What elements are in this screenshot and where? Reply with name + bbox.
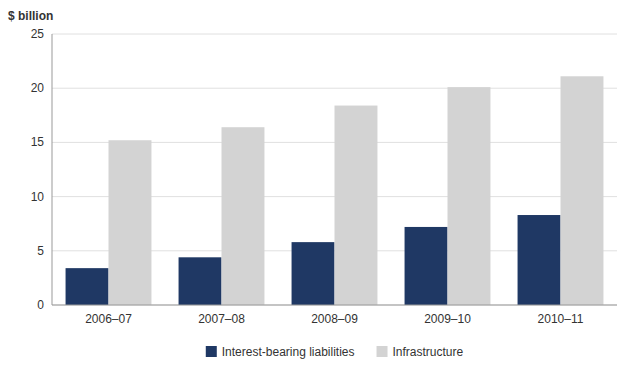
legend-swatch [206,346,217,357]
legend-label: Interest-bearing liabilities [222,345,355,359]
grid [52,34,617,305]
bar [335,106,378,305]
bar [222,127,265,305]
y-tick-label: 5 [37,244,44,258]
legend-item: Interest-bearing liabilities [206,345,355,359]
bar [179,257,222,305]
y-tick-label: 25 [31,27,45,41]
legend-item: Infrastructure [377,345,464,359]
y-tick-label: 10 [31,190,45,204]
grid-line [52,88,617,89]
x-axis-line [52,305,617,306]
grid-line [52,34,617,35]
bar [561,76,604,305]
grid-line [52,305,617,306]
y-tick-label: 15 [31,135,45,149]
y-tick-label: 0 [37,298,44,312]
y-tick-label: 20 [31,81,45,95]
legend: Interest-bearing liabilities Infrastructu… [206,345,464,359]
bars [66,76,604,305]
legend-label: Infrastructure [393,345,464,359]
bar [66,268,109,305]
y-axis-label: $ billion [8,9,53,23]
bar [518,215,561,305]
x-tick-label: 2010–11 [538,312,584,326]
x-tick-label: 2008–09 [311,312,358,326]
chart-container: 0 5 10 15 20 25 $ billion 2006–07 2007–08 2008–09… [0,0,633,379]
y-axis-line [52,34,53,305]
bar [405,227,448,305]
bar [292,242,335,305]
x-tick-label: 2006–07 [85,312,132,326]
x-tick-label: 2007–08 [198,312,245,326]
legend-swatch [377,346,388,357]
x-tick-label: 2009–10 [424,312,471,326]
bar [109,140,152,305]
chart: 0 5 10 15 20 25 $ billion 2006–07 2007–08 2008–09… [0,0,633,379]
bar [448,87,491,305]
